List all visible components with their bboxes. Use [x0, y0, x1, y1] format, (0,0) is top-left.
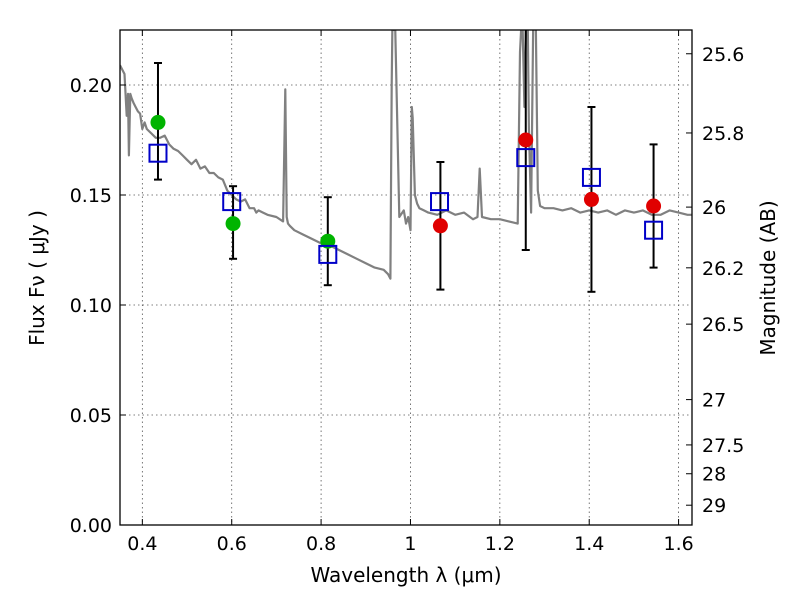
x-tick-label: 0.4 [127, 533, 157, 555]
y-tick-label: 0.10 [70, 295, 112, 317]
model-spectrum-layer [120, 30, 692, 280]
observed-point [518, 132, 534, 148]
y2-tick-label: 27.5 [702, 435, 744, 457]
plot-background [120, 30, 692, 525]
y2-tick-label: 25.8 [702, 123, 744, 145]
observed-point [225, 216, 241, 232]
y-axis-label: Flux Fν ( μJy ) [25, 210, 49, 346]
y2-tick-label: 29 [702, 495, 726, 517]
observed-point [583, 191, 599, 207]
observed-point [432, 218, 448, 234]
y-tick-label: 0.20 [70, 75, 112, 97]
markers-layer [148, 114, 664, 264]
x-tick-label: 1.2 [485, 533, 515, 555]
x-tick-label: 1.4 [574, 533, 604, 555]
x-axis-label: Wavelength λ (μm) [310, 563, 501, 587]
y-tick-label: 0.00 [70, 515, 112, 537]
y2-axis-label: Magnitude (AB) [756, 200, 780, 355]
grid-lines [120, 30, 692, 525]
y2-tick-label: 25.6 [702, 44, 744, 66]
model-photometry-point [430, 192, 450, 212]
x-tick-label: 1.6 [663, 533, 693, 555]
x-tick-label: 0.8 [306, 533, 336, 555]
model-photometry-point [516, 148, 536, 168]
model-photometry-point [581, 167, 601, 187]
y2-tick-label: 26.2 [702, 258, 744, 280]
y-tick-label: 0.15 [70, 185, 112, 207]
model-photometry-point [222, 192, 242, 212]
model-photometry-point [318, 244, 338, 264]
x-tick-label: 0.6 [217, 533, 247, 555]
model-spectrum-line [120, 30, 692, 280]
y2-tick-label: 26.5 [702, 314, 744, 336]
y2-tick-label: 27 [702, 390, 726, 412]
model-photometry-point [148, 143, 168, 163]
observed-point [646, 198, 662, 214]
plot-frame [119, 29, 693, 526]
x-tick-label: 1 [404, 533, 416, 555]
y2-tick-label: 28 [702, 464, 726, 486]
y-tick-label: 0.05 [70, 405, 112, 427]
axis-ticks: 0.4 0.6 0.8 1 1.2 1.4 1.6 0.00 0.05 0.10 0.15 0.20 2… [70, 30, 744, 555]
observed-point [150, 114, 166, 130]
y2-tick-label: 26 [702, 197, 726, 219]
model-photometry-point [644, 220, 664, 240]
